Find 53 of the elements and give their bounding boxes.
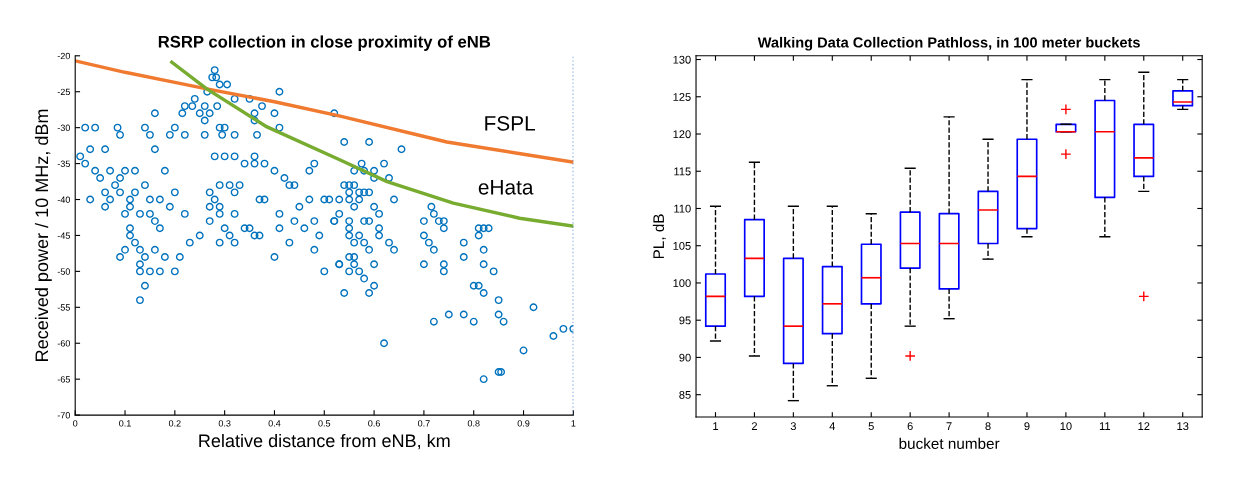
- y-tick-label: -65: [57, 376, 70, 383]
- x-tick-label: 0.8: [467, 420, 480, 427]
- x-tick-label: 12: [1138, 422, 1150, 430]
- x-tick-label: 0.2: [168, 420, 181, 427]
- x-tick-label: 6: [907, 422, 913, 431]
- x-tick-label: 8: [985, 422, 991, 431]
- y-tick-label: -60: [57, 340, 70, 347]
- y-tick-label: 110: [674, 204, 691, 213]
- y-tick-label: -40: [57, 196, 70, 203]
- x-tick-label: 2: [751, 422, 757, 430]
- y-tick-label: 90: [679, 353, 691, 362]
- x-tick-label: 11: [1099, 422, 1111, 430]
- y-tick-label: -30: [57, 124, 70, 132]
- x-tick-label: 0.4: [268, 420, 281, 427]
- y-tick-label: 95: [679, 316, 691, 325]
- series-label: FSPL: [485, 115, 535, 131]
- x-tick-label: 0.5: [318, 420, 331, 427]
- y-tick-label: 85: [679, 390, 691, 399]
- x-tick-label: 0.9: [517, 420, 530, 427]
- y-axis-title: Received power / 10 MHz, dBm: [34, 109, 52, 361]
- x-tick-label: 3: [790, 422, 796, 431]
- y-tick-label: 125: [673, 93, 691, 101]
- x-tick-label: 5: [868, 422, 874, 431]
- x-tick-label: 1: [713, 422, 719, 430]
- y-tick-label: -35: [57, 160, 70, 167]
- chart-title: RSRP collection in close proximity of eNB: [158, 35, 491, 51]
- x-tick-label: 1: [571, 420, 576, 427]
- y-tick-label: 120: [673, 130, 691, 139]
- x-tick-label: 10: [1060, 422, 1072, 431]
- y-tick-label: -45: [57, 232, 70, 239]
- x-tick-label: 0.1: [119, 420, 131, 427]
- x-tick-label: 4: [829, 422, 836, 430]
- chart-title: Walking Data Collection Pathloss, in 100 meter buckets: [757, 36, 1140, 51]
- x-tick-label: 13: [1177, 422, 1189, 431]
- y-tick-label: 130: [673, 55, 691, 64]
- x-tick-label: 7: [946, 422, 952, 430]
- y-tick-label: 115: [674, 167, 691, 176]
- x-tick-label: 0.7: [417, 420, 430, 427]
- y-tick-label: -70: [57, 412, 70, 419]
- x-tick-label: 0.6: [368, 420, 380, 427]
- x-tick-label: 0.3: [218, 420, 231, 427]
- x-axis-title: bucket number: [899, 437, 1000, 450]
- series-label: eHata: [478, 180, 534, 195]
- y-tick-label: -50: [57, 268, 70, 275]
- y-tick-label: 105: [673, 241, 691, 250]
- y-tick-label: -25: [57, 88, 70, 96]
- y-tick-label: 100: [673, 279, 691, 288]
- y-tick-label: -55: [57, 304, 70, 311]
- y-axis-title: PL, dB: [652, 214, 666, 259]
- x-axis-title: Relative distance from eNB, km: [199, 433, 450, 450]
- x-tick-label: 0: [73, 420, 78, 427]
- x-tick-label: 9: [1024, 422, 1030, 431]
- y-tick-label: -20: [57, 52, 70, 60]
